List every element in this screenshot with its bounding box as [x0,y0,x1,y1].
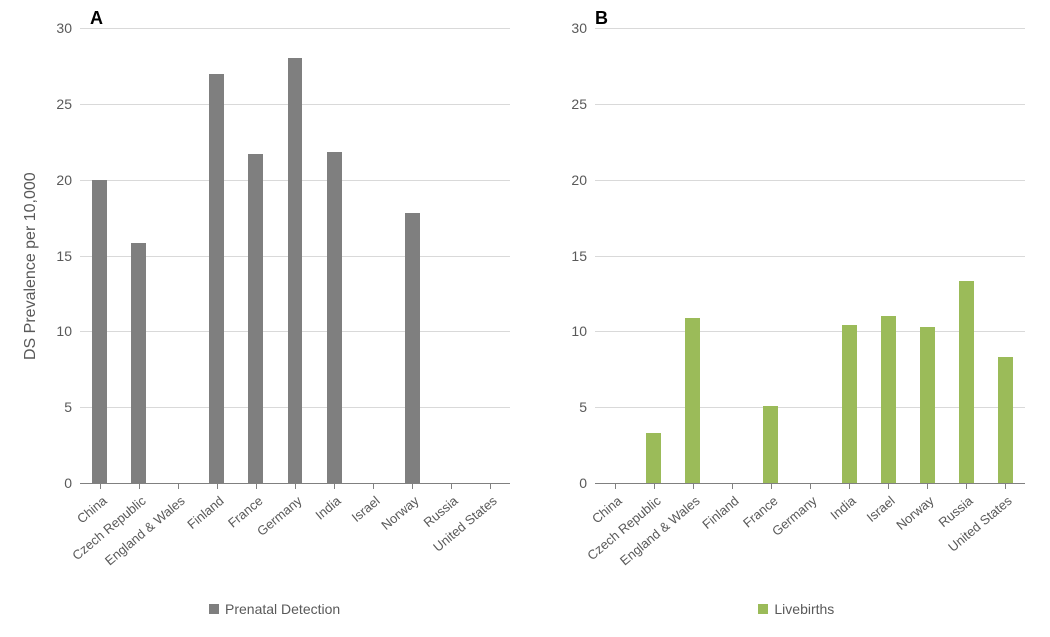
y-tick-label: 20 [547,172,587,188]
gridline [80,28,510,29]
x-tick [100,483,101,489]
x-tick [256,483,257,489]
bar [248,154,263,483]
figure: A DS Prevalence per 10,000 051015202530C… [0,0,1050,637]
y-tick-label: 0 [32,475,72,491]
gridline [595,180,1025,181]
legend-label-a: Prenatal Detection [225,601,340,617]
y-tick-label: 15 [32,248,72,264]
bar [288,58,303,483]
x-tick-label: Finland [699,493,741,532]
plot-area-b: 051015202530ChinaCzech RepublicEngland &… [595,28,1025,483]
x-tick [966,483,967,489]
x-tick [693,483,694,489]
x-tick [654,483,655,489]
x-tick [373,483,374,489]
bar [842,325,857,483]
x-tick-label: Norway [378,493,421,533]
x-tick-label: Finland [184,493,226,532]
x-tick [178,483,179,489]
bar [763,406,778,483]
legend-label-b: Livebirths [774,601,834,617]
x-tick [615,483,616,489]
gridline [595,256,1025,257]
y-tick-label: 0 [547,475,587,491]
bar [881,316,896,483]
gridline [595,28,1025,29]
x-tick [888,483,889,489]
bar [959,281,974,483]
x-tick [810,483,811,489]
bar [685,318,700,483]
x-tick-label: India [312,493,343,523]
bar [327,152,342,483]
panel-b: B 051015202530ChinaCzech RepublicEngland… [535,0,1050,637]
y-tick-label: 20 [32,172,72,188]
x-tick-label: Norway [893,493,936,533]
panel-b-letter: B [595,8,608,29]
panel-a-letter: A [90,8,103,29]
y-tick-label: 25 [547,96,587,112]
legend-swatch-b [758,604,768,614]
y-tick-label: 25 [32,96,72,112]
x-tick [771,483,772,489]
legend-a: Prenatal Detection [209,601,340,617]
x-tick [849,483,850,489]
x-tick [490,483,491,489]
bar [405,213,420,483]
x-tick-label: India [827,493,858,523]
legend-b: Livebirths [758,601,834,617]
bar [998,357,1013,483]
x-tick [217,483,218,489]
x-tick [927,483,928,489]
y-tick-label: 30 [547,20,587,36]
x-tick [295,483,296,489]
x-tick [334,483,335,489]
y-tick-label: 30 [32,20,72,36]
x-tick [732,483,733,489]
bar [92,180,107,483]
bar [131,243,146,483]
bar [209,74,224,484]
bar [646,433,661,483]
y-tick-label: 15 [547,248,587,264]
bar [920,327,935,483]
y-tick-label: 5 [32,399,72,415]
gridline [595,104,1025,105]
x-tick [412,483,413,489]
panel-a: A DS Prevalence per 10,000 051015202530C… [0,0,535,637]
x-tick [139,483,140,489]
y-tick-label: 10 [32,323,72,339]
y-tick-label: 10 [547,323,587,339]
legend-swatch-a [209,604,219,614]
plot-area-a: 051015202530ChinaCzech RepublicEngland &… [80,28,510,483]
y-tick-label: 5 [547,399,587,415]
x-tick [451,483,452,489]
x-tick [1005,483,1006,489]
